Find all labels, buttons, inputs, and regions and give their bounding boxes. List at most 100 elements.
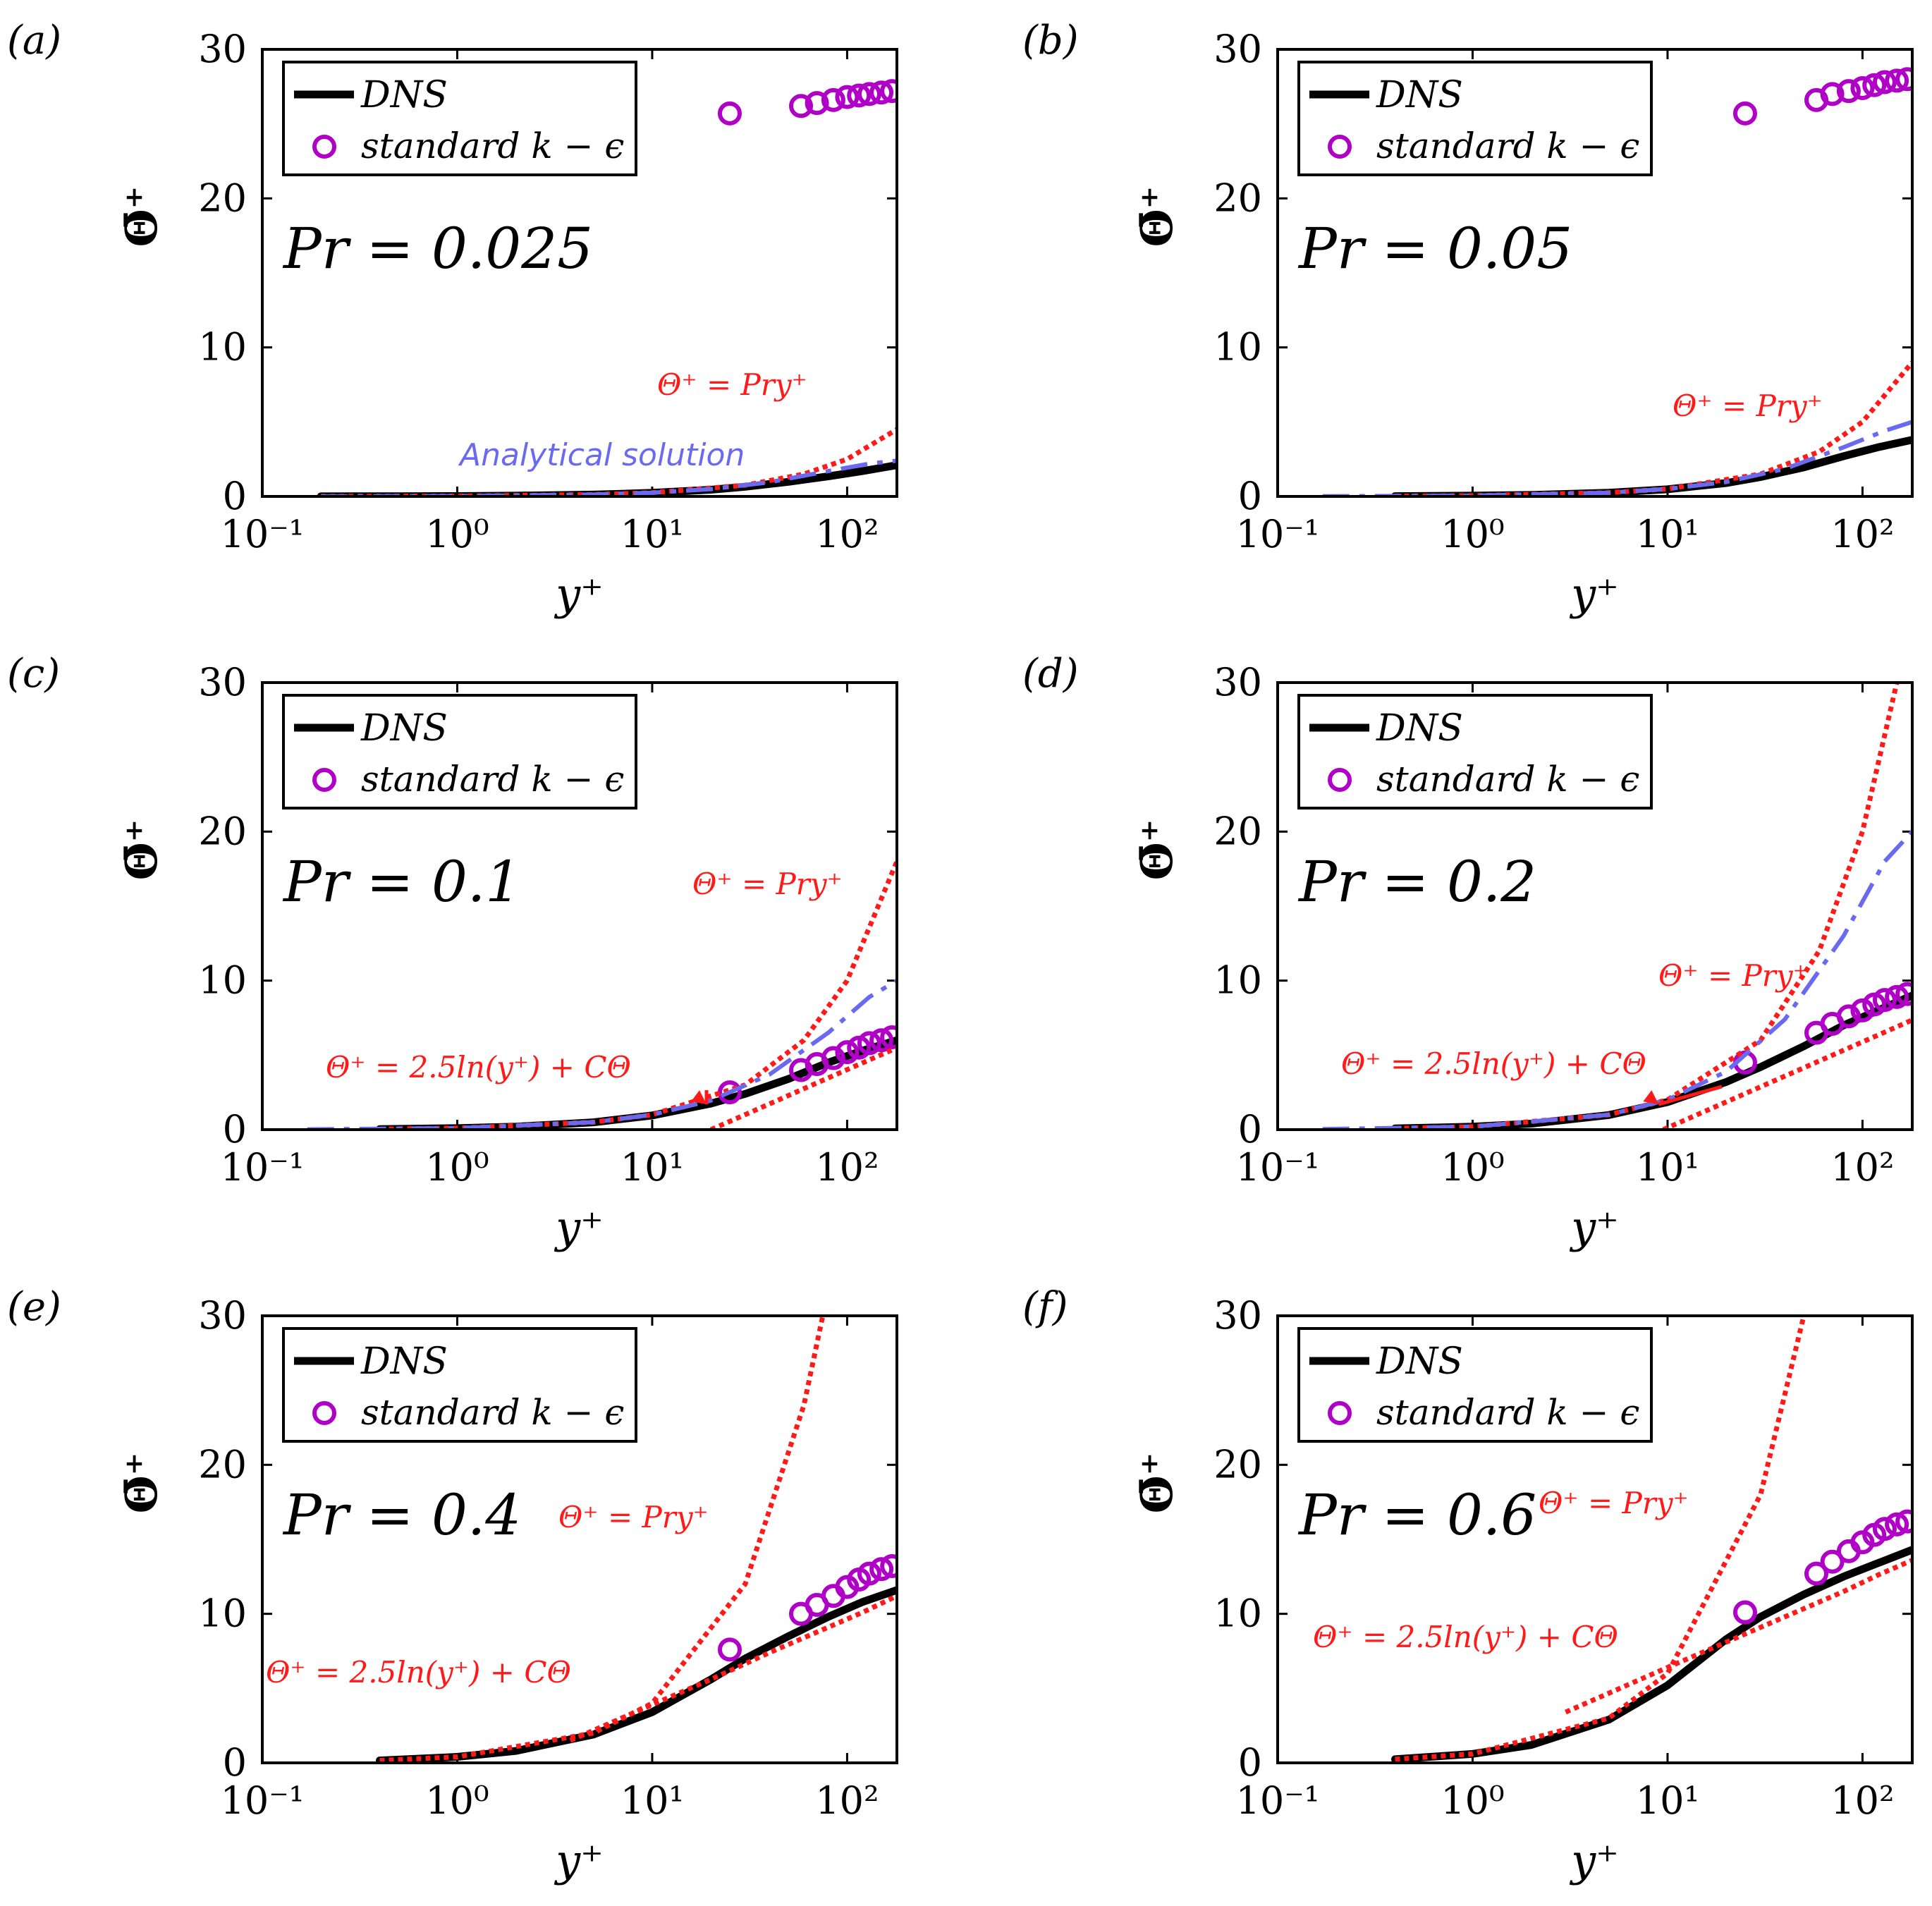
dns-line (1391, 1546, 1912, 1763)
chart-panel-a: (a) 10⁻¹ 10⁰ 10¹ 10² 0 10 20 30 y⁺ Θ̄⁺ DNS standard … (7, 18, 898, 620)
legend-model-label: standard k − ϵ (361, 759, 624, 800)
dns-line (376, 1586, 897, 1763)
x-tick-label: 10⁰ (1441, 512, 1504, 556)
y-tick-label: 30 (198, 1293, 247, 1338)
legend: DNS standard k − ϵ (282, 61, 637, 176)
y-tick-label: 10 (198, 325, 247, 369)
model-marker (857, 1031, 881, 1056)
x-tick-label: 10⁻¹ (1236, 512, 1320, 556)
x-axis-label: y⁺ (1569, 1202, 1619, 1253)
log-law-line (709, 1045, 897, 1130)
legend-model-swatch (1328, 1401, 1352, 1425)
legend-model-label: standard k − ϵ (361, 1392, 624, 1433)
model-marker (1850, 75, 1875, 100)
x-axis-label: y⁺ (554, 568, 604, 620)
model-marker (821, 87, 845, 112)
pr-label: Pr = 0.05 (1297, 216, 1572, 281)
legend-model-swatch (1328, 768, 1352, 792)
dns-line (1391, 991, 1912, 1130)
y-tick-label: 10 (1213, 958, 1262, 1003)
log-law-line (569, 1594, 897, 1743)
pr-label: Pr = 0.2 (1297, 849, 1536, 915)
x-tick-label: 10² (815, 1778, 879, 1823)
x-tick-label: 10² (1830, 512, 1894, 556)
y-tick-label: 0 (223, 1740, 247, 1785)
chart-panel-c: (c) 10⁻¹ 10⁰ 10¹ 10² 0 10 20 30 y⁺ Θ̄⁺ DNS standard … (7, 651, 898, 1253)
panel-label: (d) (1022, 651, 1079, 697)
legend-model-label: standard k − ϵ (361, 126, 624, 166)
axes-box (1276, 48, 1914, 498)
y-tick-label: 10 (1213, 325, 1262, 369)
legend-dns-label: DNS (360, 74, 448, 116)
model-marker (1804, 1561, 1829, 1586)
legend: DNS standard k − ϵ (282, 1327, 637, 1443)
model-marker (789, 94, 814, 118)
x-tick-label: 10⁻¹ (221, 512, 305, 556)
x-axis-label: y⁺ (554, 1835, 604, 1886)
x-tick-label: 10² (815, 512, 879, 556)
x-tick-label: 10⁰ (1441, 1778, 1504, 1823)
model-marker (1732, 101, 1757, 126)
model-marker (1872, 70, 1897, 94)
y-tick-label: 20 (198, 176, 247, 220)
axes-box (1276, 681, 1914, 1131)
model-marker (717, 1080, 742, 1105)
annotation-arrowhead (1643, 1090, 1659, 1105)
y-tick-label: 20 (198, 809, 247, 853)
legend: DNS standard k − ϵ (1297, 694, 1653, 810)
x-tick-label: 10¹ (620, 512, 684, 556)
linear-law-annotation: Θ⁺ = Pry⁺ (1539, 1486, 1689, 1520)
legend-box (1297, 694, 1653, 810)
series-group (1391, 1316, 1912, 1763)
x-tick-label: 10² (1830, 1145, 1894, 1190)
chart-panel-b: (b) 10⁻¹ 10⁰ 10¹ 10² 0 10 20 30 y⁺ Θ̄⁺ DNS standard … (1022, 18, 1914, 620)
y-tick-label: 0 (1238, 1740, 1262, 1785)
model-marker (717, 101, 742, 126)
model-marker (1820, 82, 1845, 106)
y-tick-label: 0 (1238, 474, 1262, 518)
legend-box (282, 1327, 637, 1443)
legend-dns-label: DNS (1376, 707, 1463, 750)
log-law-line (1662, 1018, 1912, 1130)
chart-panel-e: (e) 10⁻¹ 10⁰ 10¹ 10² 0 10 20 30 y⁺ Θ̄⁺ DNS standard … (7, 1284, 898, 1886)
annotation-arrow (1658, 1085, 1723, 1106)
x-tick-label: 10⁻¹ (1236, 1145, 1320, 1190)
x-tick-label: 10¹ (1636, 512, 1699, 556)
y-tick-label: 30 (1213, 1293, 1262, 1338)
y-axis-label: Θ̄⁺ (1131, 1453, 1182, 1514)
model-marker (1895, 1509, 1912, 1534)
log-law-annotation: Θ⁺ = 2.5ln(y⁺) + CΘ (1341, 1046, 1646, 1081)
y-tick-label: 20 (1213, 809, 1262, 853)
legend: DNS standard k − ϵ (1297, 1327, 1653, 1443)
legend-dns-label: DNS (1376, 1340, 1463, 1383)
model-marker (1862, 73, 1887, 97)
linear-law-line (379, 1316, 826, 1763)
legend-model-swatch (312, 135, 336, 159)
y-tick-label: 30 (198, 660, 247, 704)
model-marker (1872, 988, 1897, 1013)
axes-box (261, 48, 898, 498)
y-tick-label: 20 (198, 1442, 247, 1486)
x-tick-label: 10⁻¹ (221, 1778, 305, 1823)
y-tick-label: 30 (198, 27, 247, 71)
legend-model-swatch (312, 768, 336, 792)
x-tick-label: 10² (815, 1145, 879, 1190)
y-tick-label: 0 (1238, 1107, 1262, 1151)
axes-box (1276, 1314, 1914, 1764)
x-tick-label: 10⁰ (425, 512, 489, 556)
model-marker (1820, 1549, 1845, 1574)
legend-box (282, 61, 637, 176)
linear-law-annotation: Θ⁺ = Pry⁺ (692, 867, 843, 901)
log-law-line (1564, 1558, 1912, 1715)
chart-panel-d: (d) 10⁻¹ 10⁰ 10¹ 10² 0 10 20 30 y⁺ Θ̄⁺ DNS standard … (1022, 651, 1914, 1253)
analytical-line (1322, 420, 1912, 496)
model-marker (835, 85, 860, 109)
panel-label: (a) (7, 18, 61, 63)
log-law-annotation: Θ⁺ = 2.5ln(y⁺) + CΘ (326, 1050, 631, 1085)
legend-model-swatch (1328, 135, 1352, 159)
model-marker (835, 1575, 860, 1599)
pr-label: Pr = 0.1 (282, 849, 521, 915)
x-tick-label: 10⁰ (425, 1145, 489, 1190)
model-marker (717, 1637, 742, 1662)
